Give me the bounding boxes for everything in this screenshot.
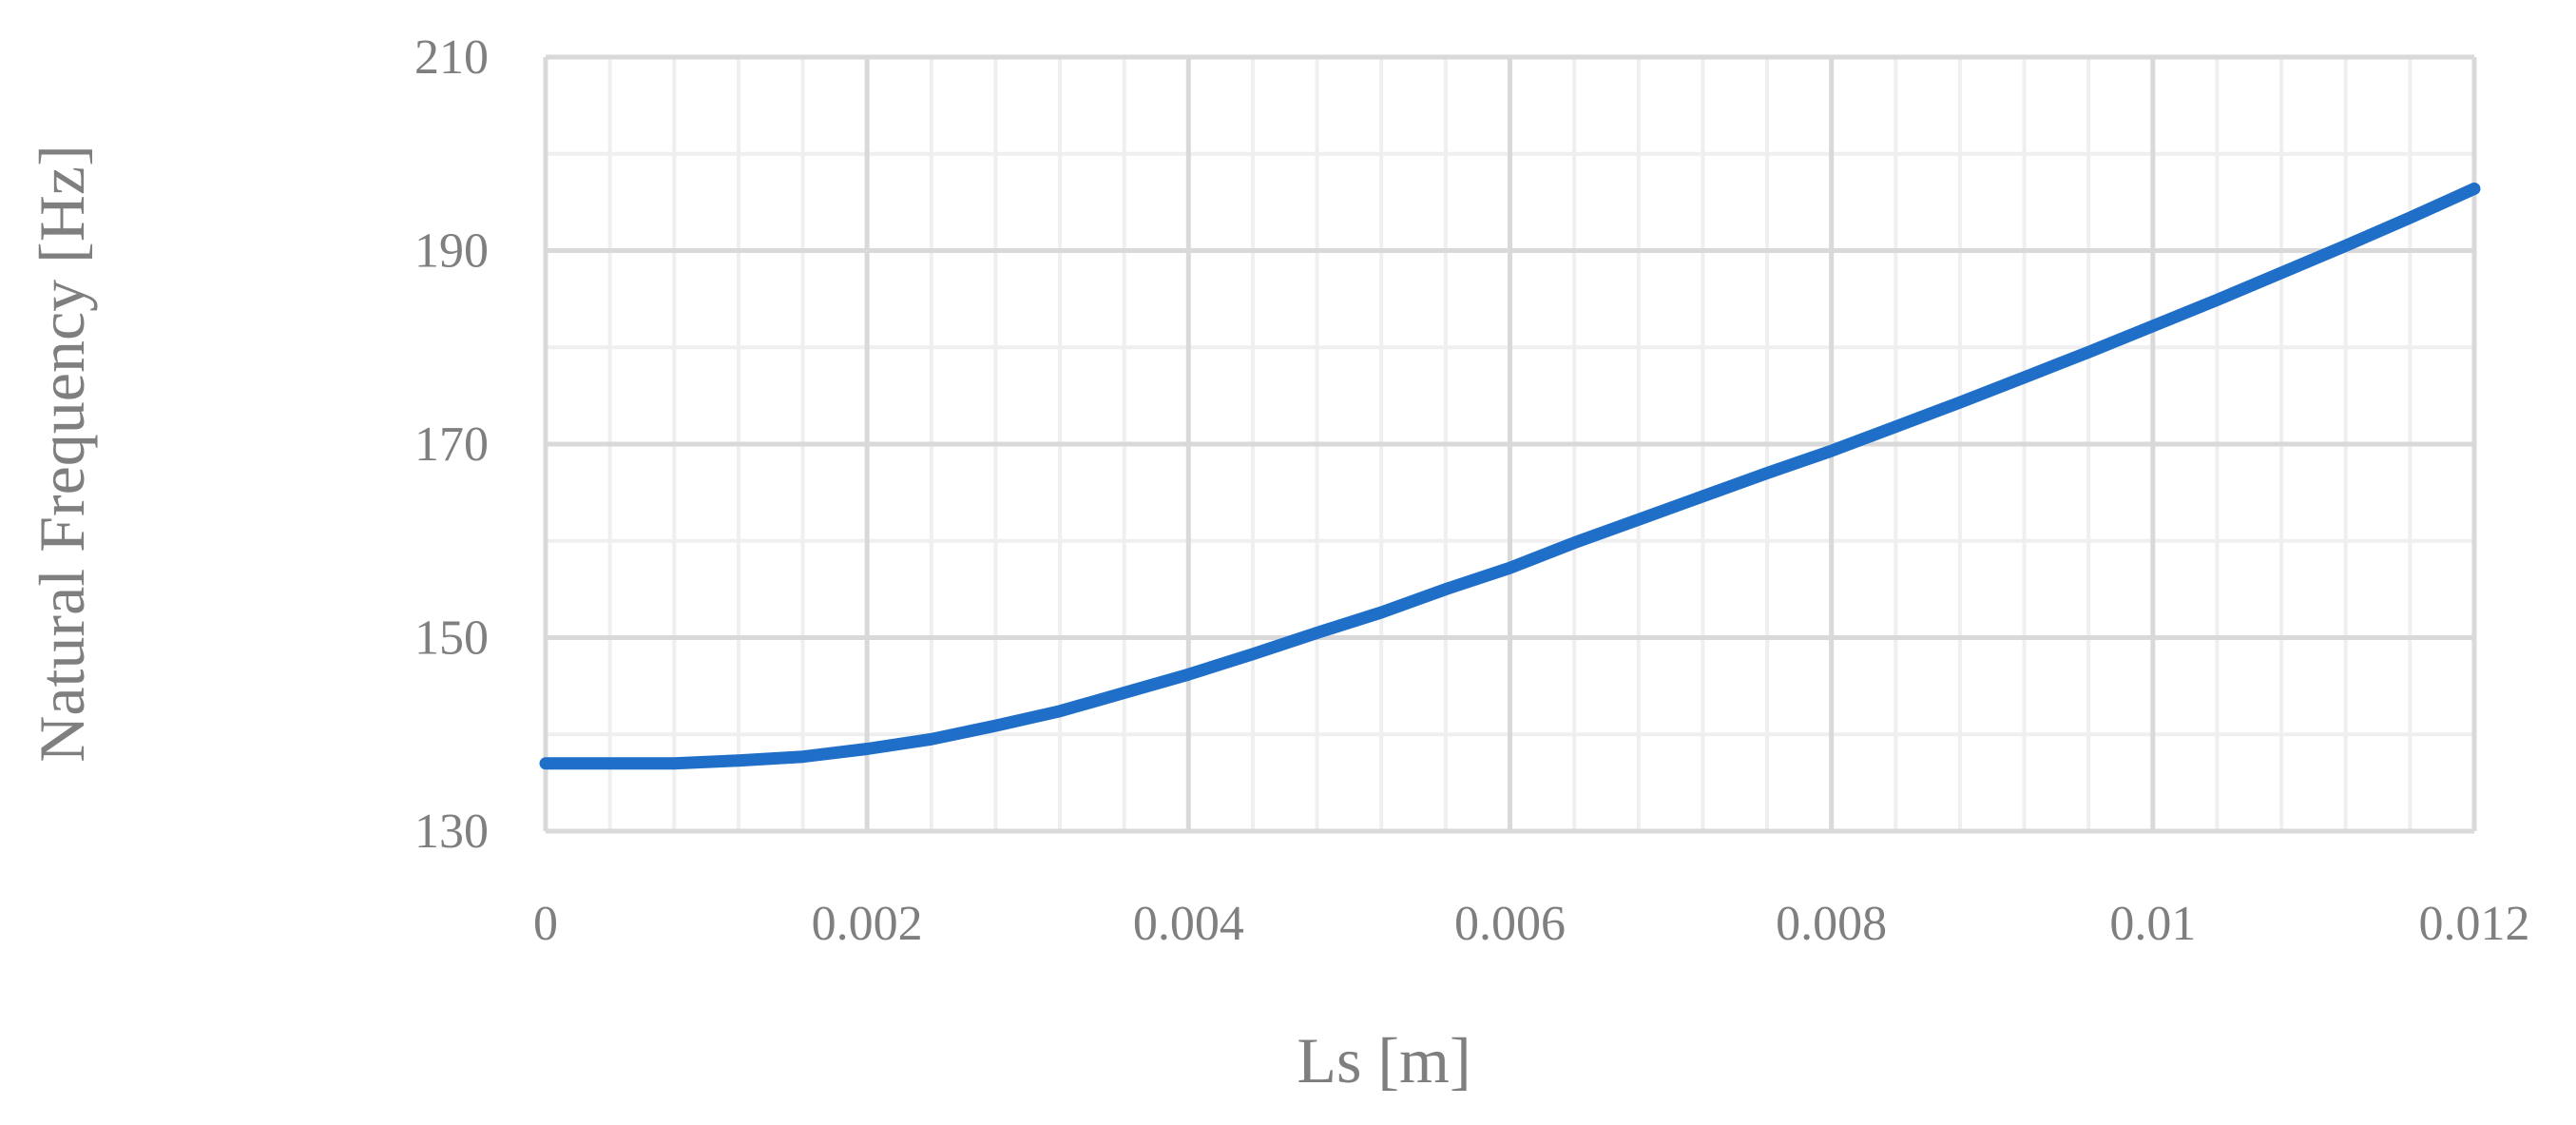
- x-tick-label: 0.006: [1454, 897, 1566, 951]
- y-axis-title: Natural Frequency [Hz]: [26, 145, 98, 763]
- y-tick-label: 130: [414, 805, 489, 859]
- major-gridlines: [543, 54, 2477, 834]
- y-tick-label: 150: [414, 611, 489, 666]
- series-layer: [539, 182, 2481, 770]
- y-tick-labels: 130 150 170 190 210: [414, 30, 489, 859]
- x-tick-label: 0: [533, 897, 558, 951]
- y-tick-label: 210: [414, 30, 489, 85]
- x-tick-label: 0.012: [2419, 897, 2530, 951]
- x-tick-label: 0.01: [2109, 897, 2196, 951]
- y-tick-label: 170: [414, 417, 489, 472]
- y-tick-label: 190: [414, 224, 489, 279]
- x-tick-labels: 0 0.002 0.004 0.006 0.008 0.01 0.012: [533, 897, 2530, 951]
- x-axis-title: Ls [m]: [1297, 1024, 1471, 1096]
- x-tick-label: 0.008: [1776, 897, 1887, 951]
- series-line: [539, 182, 2481, 770]
- x-tick-label: 0.002: [812, 897, 923, 951]
- x-tick-label: 0.004: [1133, 897, 1244, 951]
